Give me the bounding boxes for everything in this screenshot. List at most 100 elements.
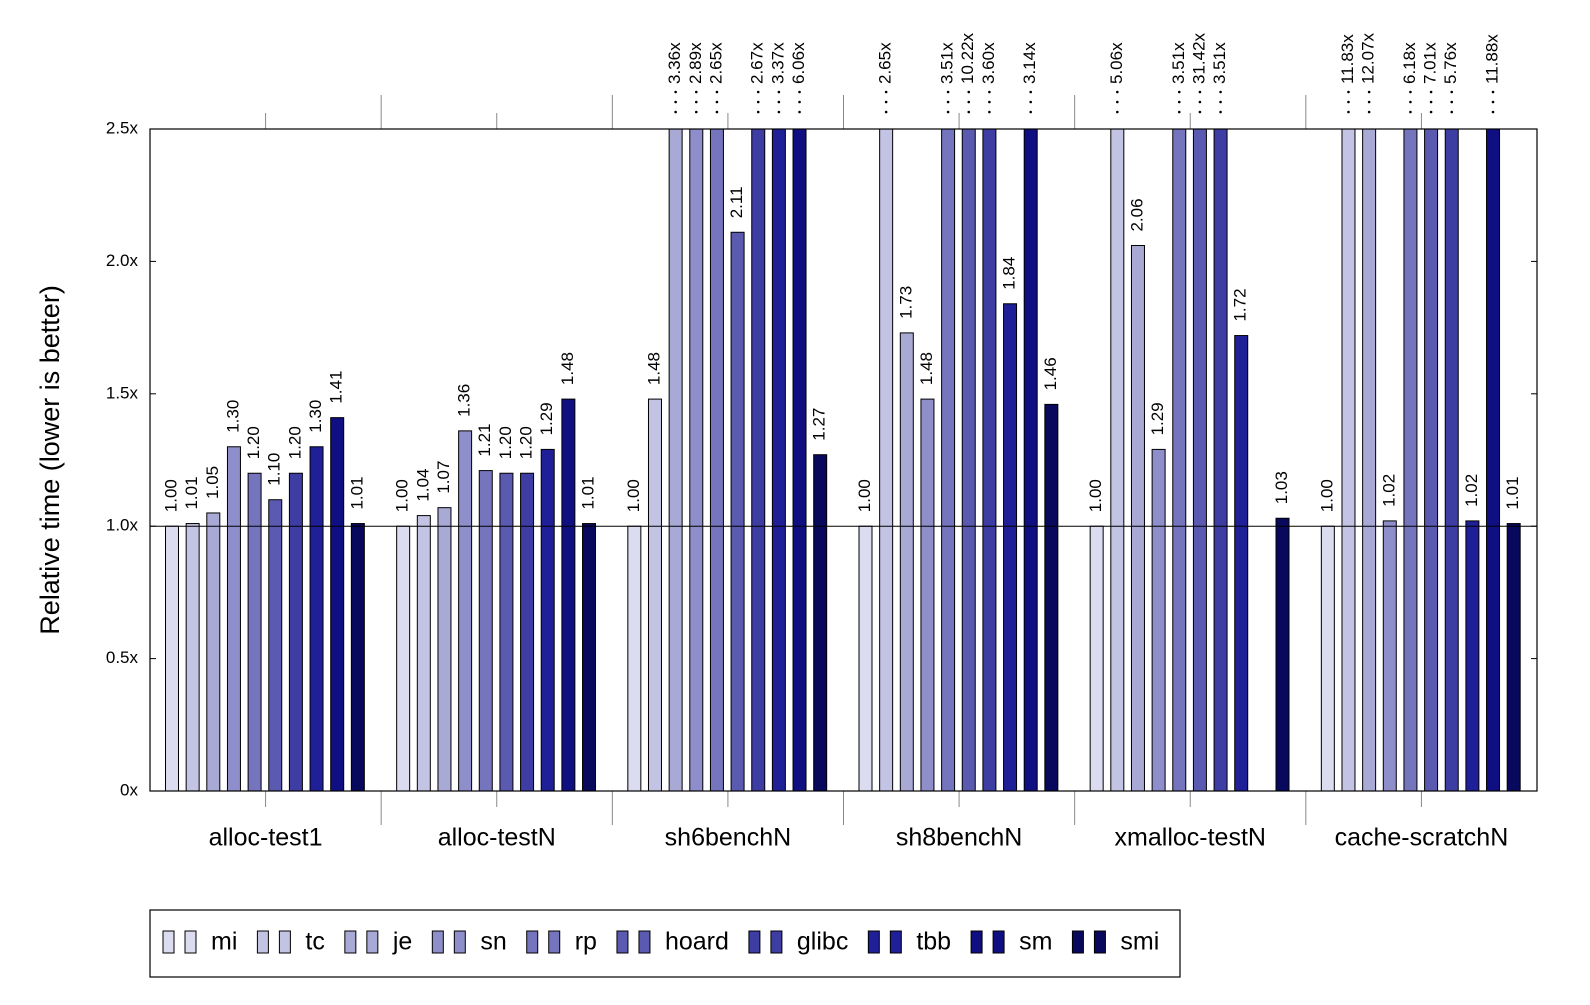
value-label: 1.01 <box>1503 476 1522 509</box>
value-label: 1.30 <box>306 400 325 433</box>
value-label: 1.00 <box>855 479 874 512</box>
legend-label: sn <box>480 928 506 956</box>
overflow-dot <box>777 110 781 114</box>
value-label: 2.65x <box>876 42 895 84</box>
bar <box>1486 129 1501 791</box>
legend-swatch <box>526 930 539 954</box>
overflow-dot <box>1177 90 1181 94</box>
value-label: 1.41 <box>327 371 346 404</box>
value-label: 11.83x <box>1338 34 1357 84</box>
value-label: 1.20 <box>517 426 536 459</box>
value-label: 2.11 <box>727 186 746 218</box>
overflow-dot <box>988 100 991 104</box>
value-label: 1.00 <box>1317 479 1336 512</box>
bar <box>247 472 262 791</box>
bar <box>961 129 976 791</box>
legend-label: tc <box>305 928 324 956</box>
y-tick-label: 1.0x <box>106 516 139 535</box>
legend-label: smi <box>1120 928 1159 956</box>
bar <box>1044 403 1059 791</box>
bar <box>437 507 452 791</box>
value-label: 1.30 <box>223 400 242 433</box>
value-label: 1.84 <box>1000 257 1019 290</box>
overflow-dot <box>1177 100 1181 104</box>
bar <box>1444 129 1459 791</box>
bar <box>1465 520 1480 791</box>
bar <box>1506 523 1521 791</box>
y-axis-label: Relative time (lower is better) <box>35 285 65 635</box>
overflow-dot <box>1219 90 1222 94</box>
value-label: 1.72 <box>1231 288 1250 321</box>
bar <box>185 523 200 791</box>
legend-swatch <box>970 930 983 954</box>
value-label: 1.48 <box>558 352 577 385</box>
value-label: 5.76x <box>1441 42 1460 84</box>
legend-box <box>149 909 1181 978</box>
legend-label: tbb <box>916 928 951 956</box>
bar <box>1234 335 1249 791</box>
overflow-dot <box>1116 100 1119 104</box>
bar <box>627 525 642 791</box>
value-label: 1.20 <box>496 426 515 459</box>
x-tick-label: xmalloc-testN <box>1115 824 1266 852</box>
bar <box>1424 129 1439 791</box>
bar <box>813 454 828 791</box>
overflow-dot <box>798 90 801 94</box>
bar <box>1275 517 1290 791</box>
bar <box>1023 129 1038 791</box>
overflow-dot <box>694 110 698 114</box>
overflow-dot <box>884 90 888 94</box>
overflow-dot <box>1450 90 1454 94</box>
value-label: 3.14x <box>1020 42 1039 84</box>
overflow-dot <box>1347 110 1350 114</box>
x-tick-label: alloc-test1 <box>209 824 323 852</box>
overflow-dot <box>988 90 991 94</box>
legend-label: je <box>392 928 412 956</box>
value-label: 1.01 <box>182 476 201 509</box>
overflow-dot <box>694 100 698 104</box>
value-label: 3.36x <box>665 42 684 84</box>
bar <box>165 525 179 791</box>
x-tick-label: sh8benchN <box>896 824 1022 852</box>
value-label: 1.00 <box>624 479 643 512</box>
bar <box>689 129 704 791</box>
legend-swatch <box>748 930 761 954</box>
overflow-dot <box>967 110 971 114</box>
legend-label: sm <box>1019 928 1052 956</box>
plot-area <box>165 129 1521 791</box>
overflow-dot <box>715 110 719 114</box>
value-label: 1.48 <box>644 352 663 385</box>
bar <box>458 430 473 791</box>
bar <box>288 472 303 791</box>
overflow-dot <box>777 100 781 104</box>
overflow-dot <box>1219 110 1222 114</box>
value-label: 1.07 <box>434 461 453 494</box>
overflow-dot <box>1347 90 1350 94</box>
overflow-dot <box>1429 110 1433 114</box>
overflow-dot <box>1219 100 1222 104</box>
value-label: 1.21 <box>475 423 494 456</box>
overflow-dot <box>1429 100 1433 104</box>
overflow-dot <box>777 90 781 94</box>
overflow-dot <box>674 100 677 104</box>
legend-swatch <box>638 930 651 954</box>
overflow-dot <box>988 110 991 114</box>
value-label: 1.20 <box>285 426 304 459</box>
overflow-dot <box>756 90 760 94</box>
value-label: 1.46 <box>1041 357 1060 390</box>
overflow-dot <box>884 110 888 114</box>
bar <box>1320 525 1335 791</box>
overflow-dot <box>1367 100 1371 104</box>
overflow-dot <box>1409 100 1412 104</box>
overflow-dot <box>756 110 760 114</box>
bar <box>1151 448 1166 791</box>
legend-swatch <box>770 930 783 954</box>
overflow-dot <box>715 100 719 104</box>
value-label: 2.06 <box>1127 198 1146 231</box>
value-label: 1.48 <box>917 352 936 385</box>
legend-swatch <box>278 930 291 954</box>
value-label: 10.22x <box>958 32 977 84</box>
value-label: 1.10 <box>265 453 284 486</box>
legend-swatch <box>184 930 197 954</box>
value-label: 1.00 <box>393 479 412 512</box>
